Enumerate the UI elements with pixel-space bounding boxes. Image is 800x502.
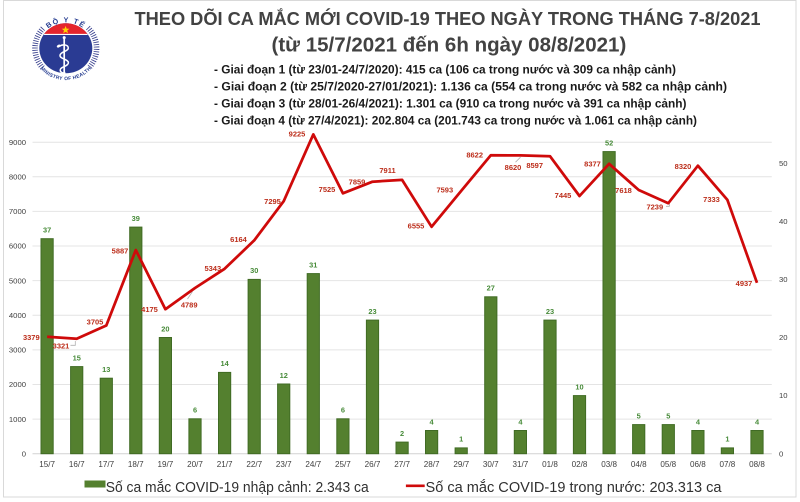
svg-text:20: 20 [161, 324, 169, 333]
svg-text:7593: 7593 [436, 186, 453, 195]
svg-text:7618: 7618 [615, 186, 632, 195]
svg-text:29/7: 29/7 [453, 460, 469, 469]
svg-text:4937: 4937 [736, 279, 753, 288]
svg-text:8320: 8320 [675, 162, 692, 171]
svg-text:9225: 9225 [289, 130, 306, 139]
svg-text:01/8: 01/8 [542, 460, 558, 469]
svg-text:Số ca mắc COVID-19 trong nước:: Số ca mắc COVID-19 trong nước: 203.313 c… [426, 479, 723, 496]
svg-text:2000: 2000 [9, 380, 26, 389]
svg-text:1: 1 [459, 435, 463, 444]
svg-text:6164: 6164 [230, 235, 248, 244]
svg-text:2: 2 [400, 429, 404, 438]
svg-text:6555: 6555 [408, 222, 425, 231]
svg-text:40: 40 [779, 217, 788, 226]
svg-text:10: 10 [779, 391, 788, 400]
svg-text:52: 52 [605, 138, 613, 147]
svg-text:6000: 6000 [9, 242, 26, 251]
svg-text:8377: 8377 [584, 160, 601, 169]
svg-text:50: 50 [779, 159, 788, 168]
svg-text:5: 5 [637, 411, 641, 420]
svg-text:1: 1 [725, 435, 729, 444]
svg-text:4789: 4789 [181, 301, 198, 310]
svg-text:04/8: 04/8 [631, 460, 647, 469]
svg-text:15/7: 15/7 [39, 460, 55, 469]
svg-text:20: 20 [779, 333, 788, 342]
svg-text:4: 4 [518, 417, 523, 426]
svg-text:20/7: 20/7 [187, 460, 203, 469]
svg-text:23: 23 [546, 307, 554, 316]
svg-text:3000: 3000 [9, 346, 26, 355]
svg-text:(từ 15/7/2021 đến 6h ngày 08/8: (từ 15/7/2021 đến 6h ngày 08/8/2021) [272, 35, 627, 57]
svg-text:8620: 8620 [505, 163, 522, 172]
svg-text:31: 31 [309, 260, 317, 269]
svg-text:- Giai đoạn 3 (từ 28/01-26/4/2: - Giai đoạn 3 (từ 28/01-26/4/2021): 1.30… [214, 97, 687, 111]
svg-text:8597: 8597 [526, 161, 543, 170]
svg-text:Số ca mắc COVID-19 nhập cảnh:: Số ca mắc COVID-19 nhập cảnh: 2.343 ca [106, 479, 370, 496]
svg-text:30: 30 [250, 266, 258, 275]
svg-text:4: 4 [755, 417, 760, 426]
svg-text:7445: 7445 [555, 191, 572, 200]
svg-text:25/7: 25/7 [335, 460, 351, 469]
svg-text:27: 27 [487, 284, 495, 293]
svg-text:7295: 7295 [264, 197, 281, 206]
svg-text:7859: 7859 [349, 178, 366, 187]
svg-text:7911: 7911 [379, 166, 395, 175]
svg-text:6: 6 [341, 406, 345, 415]
svg-text:3379: 3379 [23, 333, 40, 342]
svg-text:THEO DÕI CA MẮC MỚI COVID-19 T: THEO DÕI CA MẮC MỚI COVID-19 THEO NGÀY T… [135, 8, 761, 29]
svg-text:5000: 5000 [9, 276, 26, 285]
svg-text:15: 15 [73, 353, 81, 362]
svg-text:- Giai đoạn 2 (từ 25/7/2020-27: - Giai đoạn 2 (từ 25/7/2020-27/01/2021):… [214, 80, 727, 94]
svg-text:14: 14 [220, 359, 229, 368]
svg-text:16/7: 16/7 [69, 460, 85, 469]
svg-text:- Giai đoạn 1 (từ 23/01-24/7/2: - Giai đoạn 1 (từ 23/01-24/7/2020): 415 … [214, 63, 676, 77]
svg-text:07/8: 07/8 [720, 460, 736, 469]
svg-text:7239: 7239 [646, 203, 663, 212]
svg-text:27/7: 27/7 [394, 460, 410, 469]
svg-text:23: 23 [368, 307, 376, 316]
svg-text:- Giai đoạn 4 (từ 27/4/2021):: - Giai đoạn 4 (từ 27/4/2021): 202.804 ca… [214, 113, 697, 127]
svg-text:22/7: 22/7 [246, 460, 262, 469]
svg-text:30: 30 [779, 275, 788, 284]
svg-text:7000: 7000 [9, 207, 26, 216]
svg-text:8000: 8000 [9, 173, 26, 182]
svg-text:3705: 3705 [87, 318, 104, 327]
svg-text:8622: 8622 [466, 151, 483, 160]
svg-text:10: 10 [575, 382, 583, 391]
svg-text:23/7: 23/7 [276, 460, 292, 469]
svg-text:4175: 4175 [141, 305, 158, 314]
svg-text:05/8: 05/8 [660, 460, 676, 469]
svg-text:21/7: 21/7 [217, 460, 233, 469]
svg-text:39: 39 [132, 214, 140, 223]
svg-text:0: 0 [22, 449, 26, 458]
svg-text:7333: 7333 [703, 195, 720, 204]
svg-text:12: 12 [280, 371, 288, 380]
svg-text:17/7: 17/7 [98, 460, 114, 469]
svg-text:28/7: 28/7 [424, 460, 440, 469]
svg-text:7525: 7525 [319, 185, 336, 194]
svg-text:06/8: 06/8 [690, 460, 706, 469]
svg-text:4: 4 [430, 417, 435, 426]
svg-text:6: 6 [193, 406, 197, 415]
svg-text:30/7: 30/7 [483, 460, 499, 469]
svg-text:18/7: 18/7 [128, 460, 144, 469]
svg-text:3321: 3321 [53, 342, 70, 351]
svg-text:31/7: 31/7 [513, 460, 529, 469]
svg-text:5: 5 [666, 411, 670, 420]
svg-text:37: 37 [43, 226, 51, 235]
svg-text:26/7: 26/7 [365, 460, 381, 469]
svg-text:03/8: 03/8 [601, 460, 617, 469]
svg-text:1000: 1000 [9, 415, 26, 424]
svg-text:9000: 9000 [9, 138, 26, 147]
svg-text:13: 13 [102, 365, 110, 374]
svg-text:19/7: 19/7 [158, 460, 174, 469]
svg-text:08/8: 08/8 [749, 460, 765, 469]
svg-text:4: 4 [696, 417, 701, 426]
svg-text:5343: 5343 [204, 264, 221, 273]
svg-text:02/8: 02/8 [572, 460, 588, 469]
svg-text:4000: 4000 [9, 311, 26, 320]
svg-text:5887: 5887 [112, 246, 129, 255]
svg-text:24/7: 24/7 [305, 460, 321, 469]
svg-text:0: 0 [779, 449, 783, 458]
